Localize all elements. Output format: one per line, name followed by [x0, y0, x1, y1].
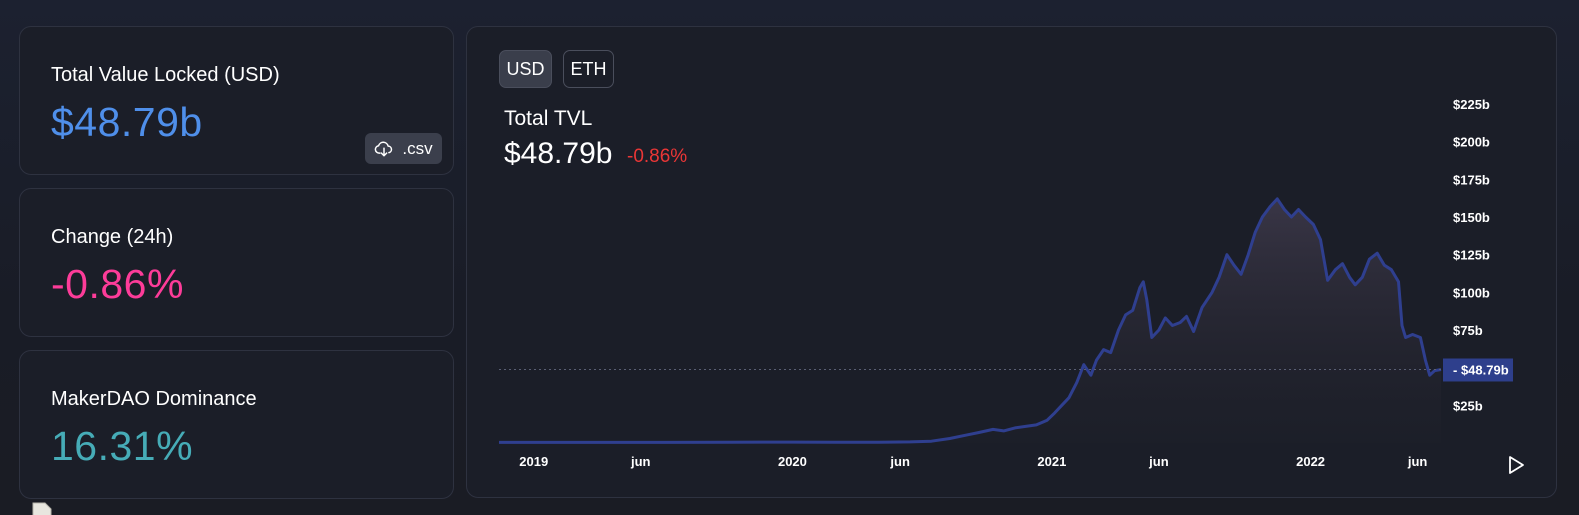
change-value: -0.86%: [51, 261, 184, 307]
x-tick-label: 2021: [1037, 454, 1066, 469]
x-tick-label: jun: [1407, 454, 1428, 469]
y-tick-label: $100b: [1453, 285, 1490, 300]
y-tick-label: $200b: [1453, 135, 1490, 150]
dominance-value: 16.31%: [51, 423, 194, 469]
current-value-marker: [1443, 358, 1513, 382]
y-tick-label: $225b: [1453, 97, 1490, 112]
csv-label: .csv: [402, 138, 433, 158]
currency-eth-button[interactable]: ETH: [563, 50, 614, 88]
broken-image-icon: [32, 502, 52, 515]
y-tick-label: $75b: [1453, 323, 1483, 338]
dominance-card: MakerDAO Dominance 16.31%: [19, 350, 454, 499]
chart-card: USD ETH Total TVL $48.79b -0.86% $25b $75…: [466, 26, 1557, 498]
y-tick-label: $175b: [1453, 172, 1490, 187]
download-csv-button[interactable]: .csv: [365, 133, 442, 164]
chart-value: $48.79b: [504, 137, 613, 170]
current-value-label: - $48.79b: [1453, 362, 1509, 377]
play-icon[interactable]: [1504, 453, 1528, 477]
chart-title: Total TVL: [504, 107, 593, 130]
x-tick-label: jun: [1148, 454, 1169, 469]
cloud-download-icon: [375, 141, 393, 156]
change-card: Change (24h) -0.86%: [19, 188, 454, 337]
x-tick-label: 2019: [519, 454, 548, 469]
tvl-value: $48.79b: [51, 99, 203, 145]
tvl-chart[interactable]: $25b $75b $100b $125b $150b $175b $200b $225b 2…: [467, 27, 1558, 499]
tvl-title: Total Value Locked (USD): [51, 64, 280, 86]
x-tick-label: 2022: [1296, 454, 1325, 469]
y-tick-label: $25b: [1453, 398, 1483, 413]
chart-change: -0.86%: [627, 146, 688, 167]
tvl-series-line: [499, 197, 1442, 444]
y-tick-label: $150b: [1453, 210, 1490, 225]
tvl-card: Total Value Locked (USD) $48.79b .csv: [19, 26, 454, 175]
y-tick-label: $125b: [1453, 248, 1490, 263]
dominance-title: MakerDAO Dominance: [51, 388, 257, 410]
currency-usd-button[interactable]: USD: [499, 50, 552, 88]
x-tick-label: jun: [889, 454, 910, 469]
tvl-area: [499, 198, 1441, 443]
x-tick-label: 2020: [778, 454, 807, 469]
change-title: Change (24h): [51, 226, 174, 248]
x-tick-label: jun: [630, 454, 651, 469]
